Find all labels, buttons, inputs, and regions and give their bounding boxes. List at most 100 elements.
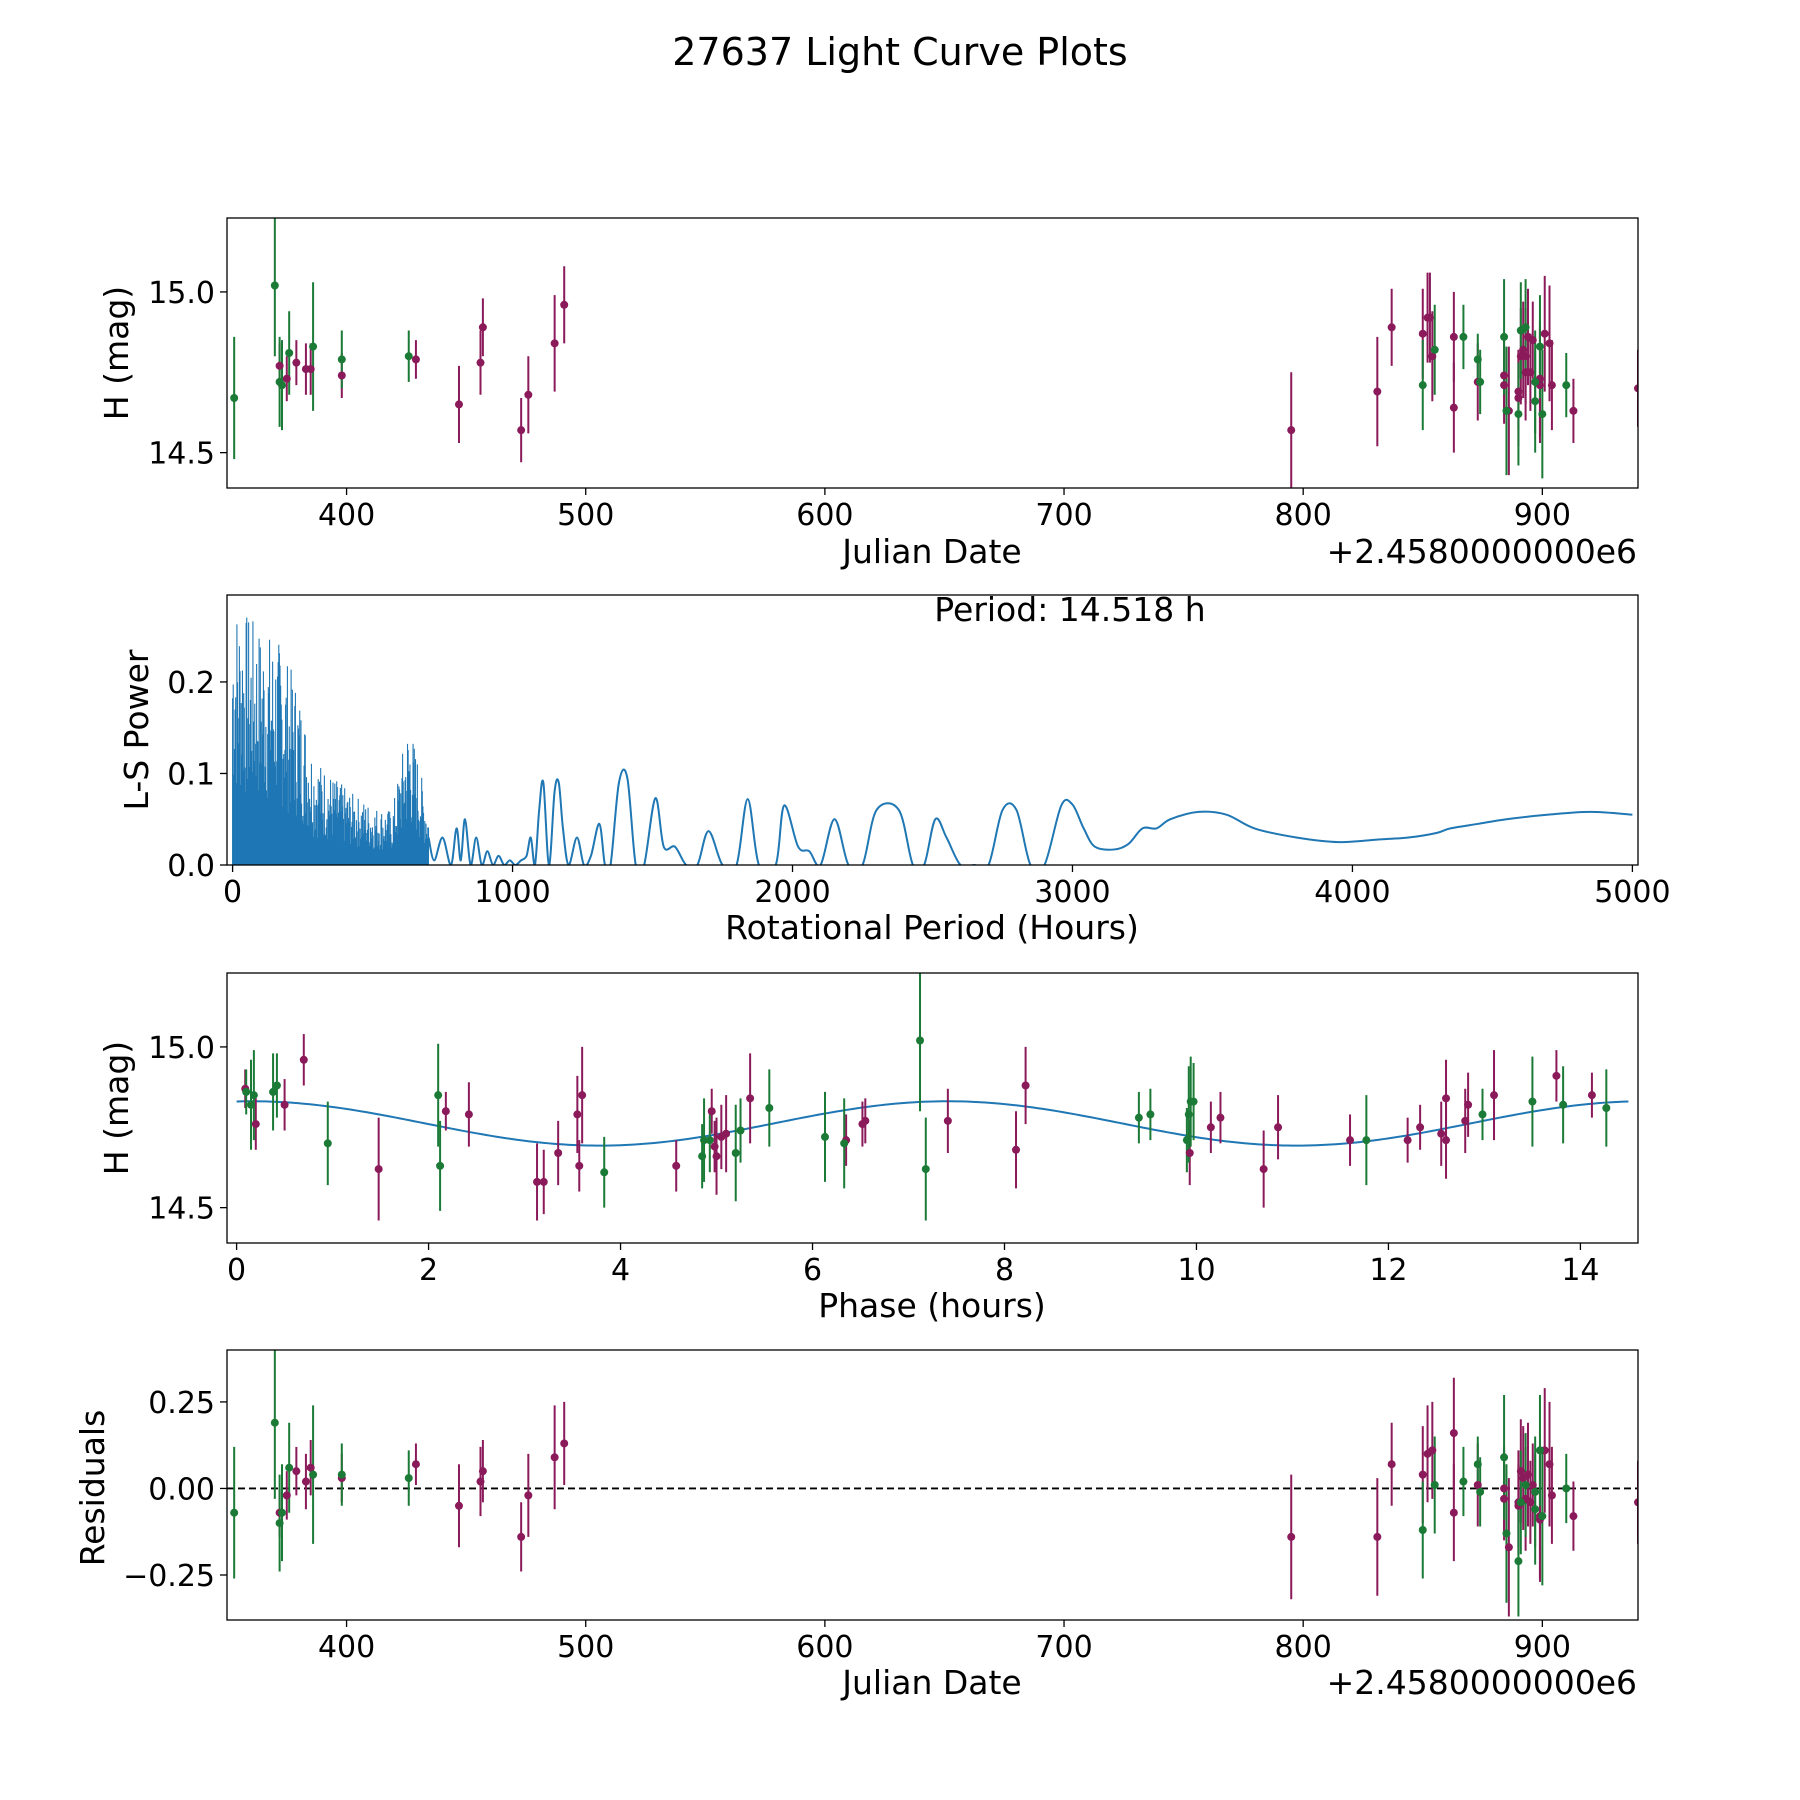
lightcurve-point [1519, 345, 1528, 354]
residuals-point [478, 1467, 487, 1476]
lightcurve-point [1418, 329, 1427, 338]
phased-point [861, 1116, 870, 1125]
periodogram-x-tick-label: 1000 [474, 875, 550, 910]
phased-point [1559, 1100, 1568, 1109]
residuals-y-tick-label: −0.25 [123, 1559, 215, 1594]
phased-point [820, 1132, 829, 1141]
phased-point [1587, 1091, 1596, 1100]
phased-point [1146, 1110, 1155, 1119]
lightcurve-point [1569, 406, 1578, 415]
phased-point [554, 1149, 563, 1157]
residuals-point [278, 1508, 287, 1517]
residuals-x-ticks: 400 500 600 700 800 900 [318, 1620, 1571, 1665]
residuals-point [337, 1470, 346, 1479]
phased-y-tick-label: 14.5 [148, 1192, 215, 1227]
phased-y-tick-label: 15.0 [148, 1031, 215, 1066]
periodogram-x-ticks: 0 1000 2000 3000 4000 5000 [223, 865, 1671, 910]
phased-point [1416, 1123, 1425, 1132]
phased-point [374, 1165, 383, 1174]
residuals-point [1500, 1484, 1509, 1493]
periodogram-ylabel: L-S Power [117, 649, 156, 810]
phased-point [251, 1120, 260, 1129]
lightcurve-point [524, 390, 533, 399]
residuals-point [1449, 1429, 1458, 1438]
residuals-point [230, 1508, 239, 1517]
phased-point [1134, 1113, 1143, 1122]
phased-point [1403, 1136, 1412, 1145]
phased-point [323, 1139, 332, 1148]
residuals-point [1418, 1526, 1427, 1534]
phased-point [464, 1110, 473, 1119]
residuals-point [550, 1453, 559, 1462]
residuals-point [411, 1460, 420, 1469]
periodogram-frame [226, 594, 1639, 866]
phased-point [434, 1091, 443, 1100]
phased-point [1478, 1110, 1487, 1119]
residuals-point [1428, 1446, 1437, 1455]
residuals-point [1430, 1481, 1439, 1489]
phased-point [710, 1142, 719, 1151]
phased-point [269, 1087, 278, 1096]
lightcurve-point [270, 281, 279, 290]
phased-x-tick-label: 4 [611, 1253, 630, 1288]
lightcurve-x-tick-label: 600 [796, 498, 853, 533]
lightcurve-point [1425, 313, 1434, 322]
residuals-point [524, 1491, 533, 1500]
lightcurve-point [1287, 426, 1296, 435]
residuals-point [1523, 1470, 1532, 1479]
residuals-point [1545, 1460, 1554, 1469]
residuals-ylabel: Residuals [73, 1410, 112, 1567]
residuals-point [1538, 1512, 1547, 1521]
residuals-point [1526, 1498, 1535, 1507]
residuals-point [309, 1470, 318, 1479]
phased-point [1602, 1104, 1611, 1112]
periodogram-y-tick-label: 0.2 [167, 666, 215, 701]
residuals-offset-label: +2.4580000000e6 [1327, 1663, 1637, 1702]
lightcurve-point [1387, 323, 1396, 332]
residuals-y-ticks: 0.25 0.00 −0.25 [123, 1386, 227, 1594]
phased-point [943, 1116, 952, 1125]
lightcurve-point [1476, 377, 1485, 386]
lightcurve-errorbars [233, 218, 1638, 488]
phased-point [1216, 1113, 1225, 1122]
phased-point [1189, 1097, 1198, 1106]
periodogram-line [427, 768, 1633, 865]
phased-plot-area [236, 973, 1629, 1221]
lightcurve-frame [226, 217, 1639, 489]
phased-points [241, 1036, 1611, 1186]
phased-point [441, 1107, 450, 1116]
lightcurve-point [309, 342, 318, 351]
lightcurve-point [1528, 336, 1537, 345]
residuals-point [1535, 1446, 1544, 1455]
phased-point [1182, 1136, 1191, 1145]
residuals-point [1500, 1453, 1509, 1462]
phased-point [1184, 1110, 1193, 1119]
phased-point [1259, 1165, 1268, 1174]
lightcurve-point [1449, 332, 1458, 341]
periodogram-xlabel: Rotational Period (Hours) [725, 908, 1139, 947]
phased-point [1437, 1129, 1446, 1138]
phased-point [246, 1100, 255, 1109]
periodogram-x-tick-label: 3000 [1034, 875, 1110, 910]
lightcurve-point [1562, 381, 1571, 390]
residuals-point [306, 1463, 315, 1472]
lightcurve-point [1459, 332, 1468, 341]
phased-point [1442, 1136, 1451, 1145]
residuals-point [1528, 1481, 1537, 1489]
periodogram-x-tick-label: 2000 [754, 875, 830, 910]
lightcurve-point [1373, 387, 1382, 396]
phased-point [746, 1094, 755, 1103]
lightcurve-panel: 400 500 600 700 800 900 15.014.5 Julian Date … [97, 217, 1639, 571]
phased-point [705, 1136, 714, 1145]
lightcurve-point [1430, 345, 1439, 354]
phased-x-tick-label: 0 [227, 1253, 246, 1288]
residuals-point [1502, 1529, 1511, 1538]
lightcurve-point [1500, 371, 1509, 380]
phased-point [1552, 1071, 1561, 1080]
phased-x-tick-label: 2 [419, 1253, 438, 1288]
lightcurve-x-tick-label: 500 [557, 498, 614, 533]
lightcurve-x-tick-label: 900 [1514, 498, 1571, 533]
phased-point [1464, 1100, 1473, 1109]
phased-point [575, 1161, 584, 1170]
residuals-panel: 400 500 600 700 800 900 0.25 0.00 −0.25 Julian … [73, 1349, 1639, 1702]
